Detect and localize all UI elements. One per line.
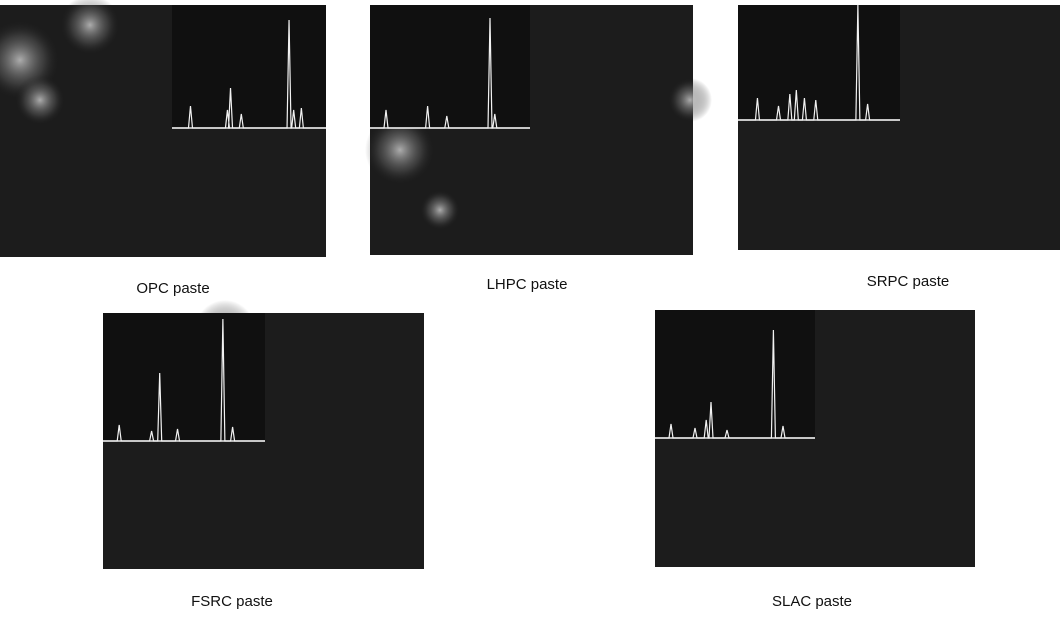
caption: FSRC paste bbox=[191, 593, 273, 610]
spectrum-trace bbox=[103, 318, 265, 442]
texture bbox=[668, 78, 712, 122]
texture bbox=[60, 0, 120, 55]
caption: SLAC paste bbox=[772, 593, 852, 610]
spectrum-inset bbox=[370, 5, 530, 128]
spectrum-inset bbox=[738, 5, 900, 120]
spectrum-trace bbox=[172, 19, 326, 129]
texture bbox=[420, 190, 460, 230]
spectrum-inset bbox=[655, 310, 815, 438]
spectrum-trace bbox=[655, 329, 815, 439]
caption: SRPC paste bbox=[867, 273, 950, 290]
texture bbox=[15, 75, 65, 125]
spectrum-inset bbox=[172, 5, 326, 128]
texture bbox=[365, 115, 435, 185]
spectrum-trace bbox=[370, 17, 530, 129]
images bbox=[0, 0, 1060, 569]
spectrum-trace bbox=[738, 4, 900, 121]
spectrum-inset bbox=[103, 313, 265, 441]
caption: LHPC paste bbox=[487, 276, 568, 293]
caption: OPC paste bbox=[136, 280, 209, 297]
